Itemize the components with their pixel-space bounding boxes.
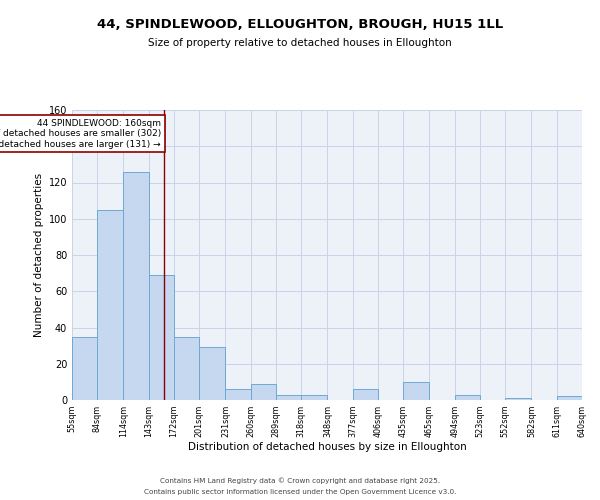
Text: Contains public sector information licensed under the Open Government Licence v3: Contains public sector information licen…	[144, 489, 456, 495]
Bar	[455, 394, 480, 400]
Text: Contains HM Land Registry data © Crown copyright and database right 2025.: Contains HM Land Registry data © Crown c…	[160, 478, 440, 484]
Bar	[97, 210, 124, 400]
Bar	[251, 384, 276, 400]
Bar	[174, 336, 199, 400]
Text: Size of property relative to detached houses in Elloughton: Size of property relative to detached ho…	[148, 38, 452, 48]
Bar	[505, 398, 532, 400]
Bar	[276, 394, 301, 400]
Bar	[226, 389, 251, 400]
Bar	[72, 336, 97, 400]
Bar	[124, 172, 149, 400]
Y-axis label: Number of detached properties: Number of detached properties	[34, 173, 44, 337]
Bar	[301, 394, 328, 400]
Bar	[149, 275, 174, 400]
Bar	[403, 382, 430, 400]
Bar	[199, 348, 226, 400]
Bar	[353, 389, 378, 400]
Text: 44 SPINDLEWOOD: 160sqm
← 70% of detached houses are smaller (302)
30% of semi-de: 44 SPINDLEWOOD: 160sqm ← 70% of detached…	[0, 119, 161, 149]
Text: 44, SPINDLEWOOD, ELLOUGHTON, BROUGH, HU15 1LL: 44, SPINDLEWOOD, ELLOUGHTON, BROUGH, HU1…	[97, 18, 503, 30]
Bar	[557, 396, 582, 400]
X-axis label: Distribution of detached houses by size in Elloughton: Distribution of detached houses by size …	[188, 442, 466, 452]
